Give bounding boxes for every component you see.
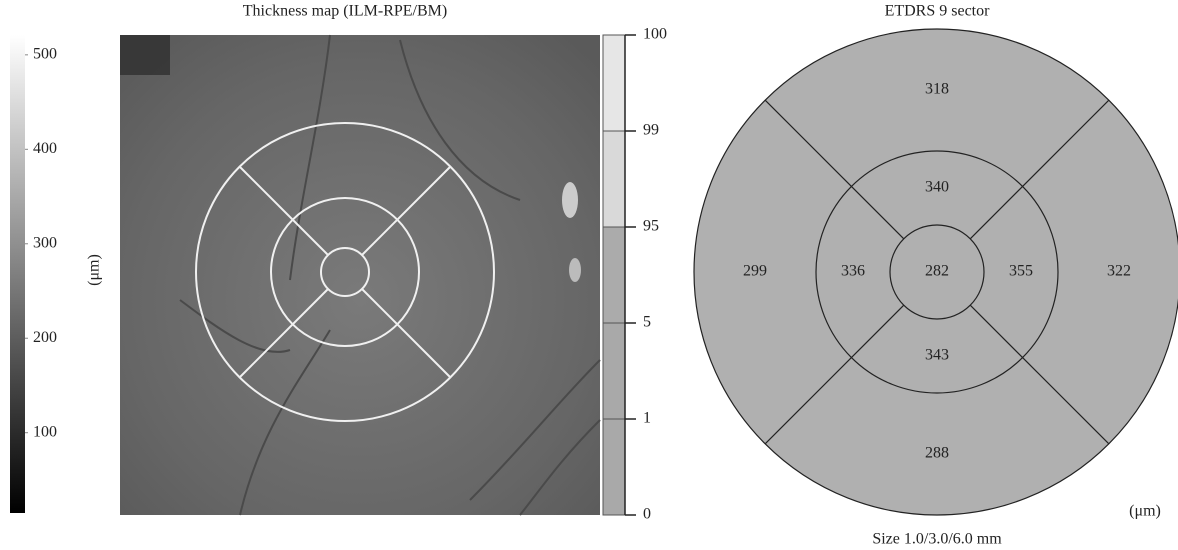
percentile-tick-label: 1 (643, 410, 651, 427)
sector-value: 355 (1009, 263, 1033, 280)
percentile-band (603, 131, 625, 227)
etdrs-diagram: 282 340 355 343 336 318 322 288 299 (694, 29, 1178, 515)
percentile-band (603, 227, 625, 323)
figure: Thickness map (ILM-RPE/BM) (μm) (%) ETDR… (0, 0, 1178, 550)
sector-value: 340 (925, 179, 949, 196)
sector-value: 343 (925, 347, 949, 364)
thickness-tick-label: 400 (33, 140, 57, 157)
thickness-tick-label: 200 (33, 329, 57, 346)
percentile-tick-label: 5 (643, 314, 651, 331)
fundus-image (120, 35, 600, 515)
sector-value: 322 (1107, 263, 1131, 280)
thickness-tick-label: 500 (33, 46, 57, 63)
sector-value: 282 (925, 263, 949, 280)
sector-value: 288 (925, 445, 949, 462)
percentile-tick-label: 100 (643, 26, 667, 43)
percentile-band (603, 35, 625, 131)
percentile-tick-label: 95 (643, 218, 659, 235)
percentile-band (603, 323, 625, 419)
map-title: Thickness map (ILM-RPE/BM) (243, 3, 447, 20)
thickness-colorbar (10, 35, 25, 513)
percentile-band (603, 419, 625, 515)
percentile-tick-label: 0 (643, 506, 651, 523)
etdrs-size: Size 1.0/3.0/6.0 mm (872, 531, 1002, 548)
sector-value: 318 (925, 81, 949, 98)
etdrs-unit: (μm) (1129, 503, 1161, 520)
sector-value: 299 (743, 263, 767, 280)
etdrs-title: ETDRS 9 sector (885, 3, 991, 20)
thickness-unit: (μm) (86, 254, 103, 286)
thickness-tick-label: 300 (33, 234, 57, 251)
sector-value: 336 (841, 263, 865, 280)
thickness-tick-label: 100 (33, 423, 57, 440)
percentile-tick-label: 99 (643, 122, 659, 139)
